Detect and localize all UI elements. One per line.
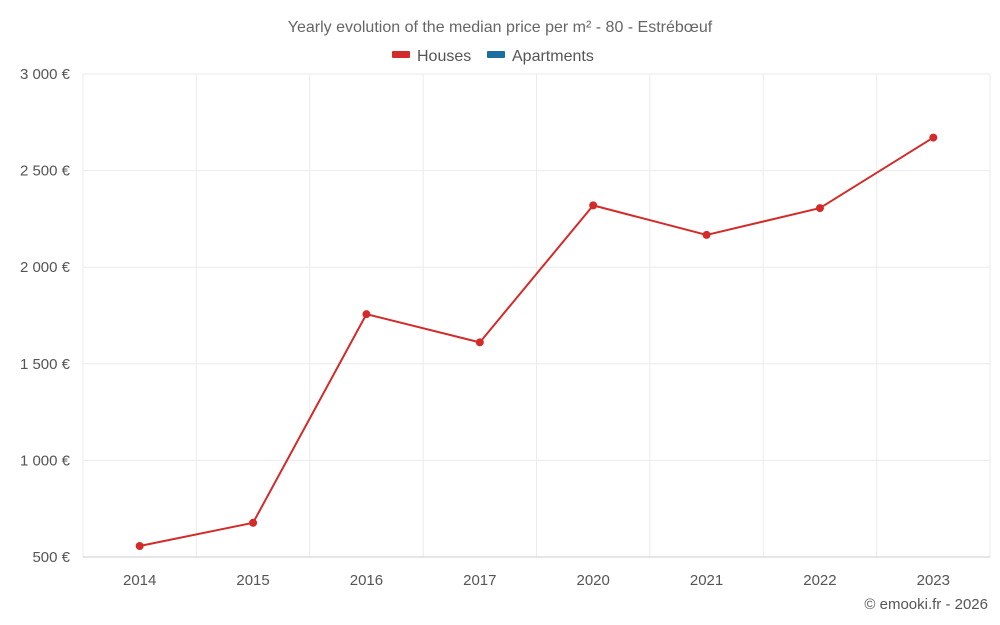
x-tick-label: 2014	[123, 572, 156, 589]
data-point[interactable]	[362, 310, 371, 319]
data-point[interactable]	[815, 204, 824, 213]
y-tick-label: 1 000 €	[20, 452, 71, 469]
legend-swatch-houses	[392, 51, 410, 58]
x-tick-label: 2022	[803, 572, 836, 589]
x-tick-label: 2015	[236, 572, 269, 589]
legend: Houses Apartments	[392, 48, 594, 65]
y-tick-label: 2 000 €	[20, 259, 71, 276]
legend-label-apartments: Apartments	[512, 48, 594, 65]
data-point[interactable]	[589, 201, 598, 210]
data-point[interactable]	[475, 338, 484, 347]
data-point[interactable]	[929, 133, 938, 142]
y-axis: 500 € 1 000 € 1 500 € 2 000 € 2 500 € 3 000 €	[20, 66, 71, 566]
gridlines	[82, 73, 991, 557]
x-tick-label: 2017	[463, 572, 496, 589]
chart-title: Yearly evolution of the median price per…	[288, 19, 713, 36]
x-tick-label: 2021	[690, 572, 723, 589]
series-houses	[135, 133, 938, 550]
legend-swatch-apartments	[487, 51, 505, 58]
y-tick-label: 1 500 €	[20, 356, 71, 373]
legend-item-apartments[interactable]: Apartments	[487, 48, 594, 65]
series-line-houses	[139, 136, 934, 547]
credit-text: © emooki.fr - 2026	[864, 596, 988, 613]
x-tick-label: 2016	[350, 572, 383, 589]
y-tick-label: 500 €	[32, 549, 70, 566]
data-point[interactable]	[702, 230, 711, 239]
legend-item-houses[interactable]: Houses	[392, 48, 471, 65]
x-tick-label: 2023	[917, 572, 950, 589]
x-tick-label: 2020	[577, 572, 610, 589]
data-point[interactable]	[135, 541, 144, 550]
y-tick-label: 2 500 €	[20, 163, 71, 180]
y-tick-label: 3 000 €	[20, 66, 71, 83]
data-point[interactable]	[249, 518, 258, 527]
x-axis: 2014 2015 2016 2017 2020 2021 2022 2023	[83, 556, 990, 589]
legend-label-houses: Houses	[417, 48, 471, 65]
